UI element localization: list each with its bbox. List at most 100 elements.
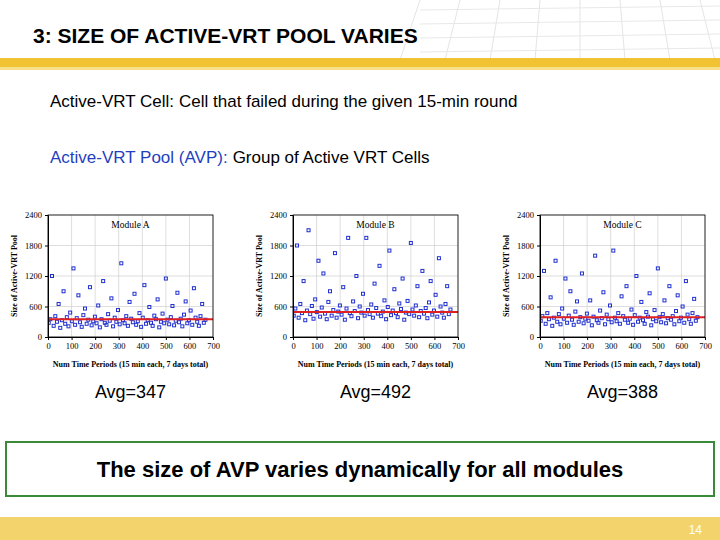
data-point [683, 321, 686, 324]
data-point [446, 285, 449, 288]
mean-line [540, 316, 705, 318]
data-point [347, 236, 350, 239]
data-point [663, 299, 666, 302]
data-point [681, 305, 684, 308]
y-tick-mark [537, 337, 540, 338]
data-point [576, 300, 579, 303]
x-tick: 100 [311, 337, 324, 351]
x-tick-label: 100 [558, 341, 571, 351]
x-tick: 400 [381, 337, 394, 351]
plot-frame [48, 215, 213, 337]
data-point [368, 313, 371, 316]
data-point [408, 313, 411, 316]
data-point [627, 321, 630, 324]
definition-term: Active-VRT Pool (AVP): [50, 148, 228, 167]
data-point [363, 314, 366, 317]
y-tick: 1800 [270, 241, 293, 251]
data-point [52, 324, 55, 327]
data-point [617, 312, 620, 315]
x-tick-label: 600 [429, 341, 442, 351]
data-point [192, 287, 195, 290]
data-point [373, 282, 376, 285]
data-point [618, 322, 621, 325]
data-point [380, 315, 383, 318]
data-point [429, 280, 432, 283]
data-point [623, 318, 626, 321]
data-point [556, 320, 559, 323]
x-tick-label: 200 [581, 341, 594, 351]
data-point [385, 318, 388, 321]
data-point [390, 314, 393, 317]
x-tick-label: 0 [291, 341, 295, 351]
x-tick-label: 600 [676, 341, 689, 351]
data-point [352, 300, 355, 303]
data-point [150, 321, 153, 324]
x-tick-mark [213, 337, 214, 340]
deco-line [420, 6, 720, 10]
deco-line [420, 48, 720, 52]
x-tick-label: 300 [358, 341, 371, 351]
data-point [74, 323, 77, 326]
data-point [176, 291, 179, 294]
data-point [426, 317, 429, 320]
data-point [161, 312, 164, 315]
data-point [414, 304, 417, 307]
x-tick: 300 [113, 337, 126, 351]
data-point [399, 308, 402, 311]
deco-line [700, 0, 715, 60]
data-point [602, 291, 605, 294]
y-tick-mark [537, 215, 540, 216]
data-point [335, 316, 338, 319]
data-point [637, 320, 640, 323]
conclusion: The size of AVP varies dynamically for a… [97, 457, 624, 482]
x-tick-mark [434, 337, 435, 340]
data-point [386, 306, 389, 309]
data-point [95, 322, 98, 325]
x-tick-label: 100 [311, 341, 324, 351]
data-point [153, 314, 156, 317]
data-point [612, 249, 615, 252]
footer-bar [0, 517, 720, 540]
data-point [191, 323, 194, 326]
chart: 01002003004005006007000600120018002400Mo… [255, 210, 465, 402]
x-tick: 700 [699, 337, 712, 351]
x-tick-mark [72, 337, 73, 340]
data-point [178, 321, 181, 324]
data-point [107, 313, 110, 316]
data-point [580, 272, 583, 275]
x-tick: 0 [538, 337, 542, 351]
deco-line [420, 34, 720, 38]
y-tick: 0 [530, 332, 540, 342]
x-tick: 100 [66, 337, 79, 351]
x-tick-mark [387, 337, 388, 340]
data-point [643, 322, 646, 325]
data-point [320, 306, 323, 309]
data-point [163, 322, 166, 325]
x-tick-mark [364, 337, 365, 340]
data-point [80, 325, 83, 328]
data-point [102, 280, 105, 283]
grid-line-y [48, 306, 213, 307]
x-tick: 200 [334, 337, 347, 351]
data-point [64, 322, 67, 325]
data-point [434, 293, 437, 296]
x-tick: 300 [605, 337, 618, 351]
y-tick: 1200 [25, 271, 48, 281]
data-point [138, 312, 141, 315]
y-tick-mark [537, 276, 540, 277]
plot-marks [48, 262, 213, 330]
definition: Active-VRT Pool (AVP):Group of Active VR… [50, 148, 429, 167]
y-tick-label: 0 [38, 332, 42, 342]
data-point [126, 324, 129, 327]
data-point [633, 314, 636, 317]
data-point [296, 244, 299, 247]
x-axis: 0100200300400500600700 [291, 337, 465, 351]
data-point [632, 323, 635, 326]
data-point [312, 317, 315, 320]
data-point [294, 307, 297, 310]
y-tick-mark [537, 307, 540, 308]
data-point [350, 315, 353, 318]
data-point [544, 322, 547, 325]
data-point [383, 299, 386, 302]
grid-line-y [48, 245, 213, 246]
